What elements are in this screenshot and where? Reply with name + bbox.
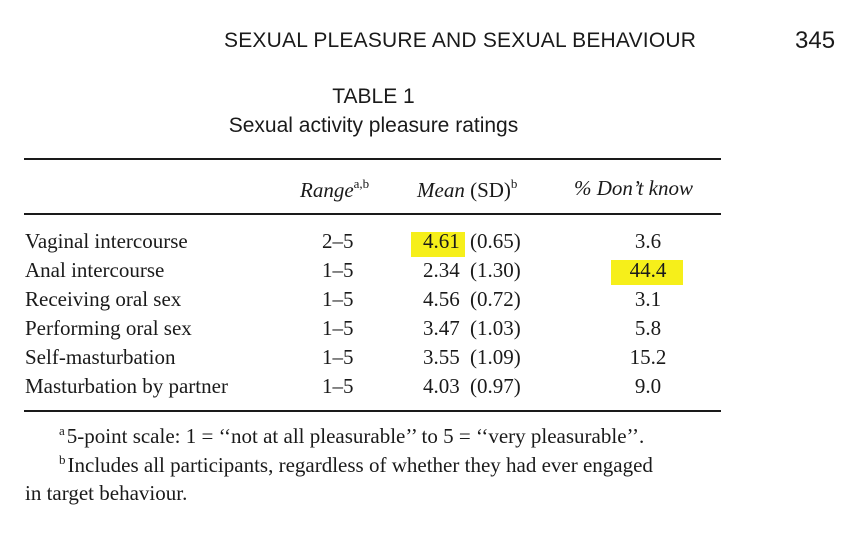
range-cell: 2–5	[322, 229, 354, 253]
dont-know-cell: 5.8	[634, 316, 662, 340]
highlight-dont-know-anal	[611, 260, 683, 285]
dont-know-cell: 44.4	[629, 258, 667, 282]
dont-know-cell: 9.0	[634, 374, 662, 398]
mean-cell: 4.03	[423, 374, 460, 398]
dont-know-cell: 3.6	[634, 229, 662, 253]
table-row: Receiving oral sex 1–5 4.56 (0.72) 3.1	[0, 287, 859, 316]
column-header-sd-label: (SD)	[464, 178, 511, 202]
activity-cell: Receiving oral sex	[25, 287, 182, 311]
range-cell: 1–5	[322, 287, 354, 311]
table-row: Performing oral sex 1–5 3.47 (1.03) 5.8	[0, 316, 859, 345]
mean-cell: 4.61	[423, 229, 460, 253]
column-header-range-footnote-marker: a,b	[353, 176, 370, 191]
range-cell: 1–5	[322, 374, 354, 398]
table-header-rule	[24, 213, 721, 215]
activity-cell: Vaginal intercourse	[25, 229, 188, 253]
footnote-a: a5-point scale: 1 = ‘‘not at all pleasur…	[59, 423, 644, 449]
footnote-b-continuation: in target behaviour.	[25, 481, 188, 505]
table-row: Self-masturbation 1–5 3.55 (1.09) 15.2	[0, 345, 859, 374]
dont-know-cell: 3.1	[634, 287, 662, 311]
activity-cell: Performing oral sex	[25, 316, 192, 340]
activity-cell: Self-masturbation	[25, 345, 176, 369]
sd-cell: (1.09)	[470, 345, 521, 369]
range-cell: 1–5	[322, 316, 354, 340]
page-number: 345	[795, 27, 836, 54]
footnote-b-text: Includes all participants, regardless of…	[67, 453, 653, 477]
table-caption: Sexual activity pleasure ratings	[228, 114, 519, 137]
column-header-dont-know: % Don’t know	[574, 176, 693, 200]
highlight-mean-vaginal	[411, 232, 465, 257]
mean-cell: 2.34	[423, 258, 460, 282]
range-cell: 1–5	[322, 258, 354, 282]
table-bottom-rule	[24, 410, 721, 412]
sd-cell: (0.65)	[470, 229, 521, 253]
sd-cell: (0.72)	[470, 287, 521, 311]
table-label: TABLE 1	[332, 85, 415, 108]
footnote-a-text: 5-point scale: 1 = ‘‘not at all pleasura…	[66, 424, 645, 448]
table-row: Vaginal intercourse 2–5 4.61 (0.65) 3.6	[0, 229, 859, 258]
table-row: Anal intercourse 1–5 2.34 (1.30) 44.4	[0, 258, 859, 287]
range-cell: 1–5	[322, 345, 354, 369]
column-header-range-label: Range	[300, 178, 354, 202]
table-top-rule	[24, 158, 721, 160]
footnote-b-marker: b	[59, 452, 66, 467]
mean-cell: 3.47	[423, 316, 460, 340]
table-row: Masturbation by partner 1–5 4.03 (0.97) …	[0, 374, 859, 403]
activity-cell: Masturbation by partner	[25, 374, 228, 398]
dont-know-cell: 15.2	[629, 345, 667, 369]
mean-cell: 3.55	[423, 345, 460, 369]
footnote-b: bIncludes all participants, regardless o…	[59, 452, 653, 478]
sd-cell: (0.97)	[470, 374, 521, 398]
column-header-mean: Mean (SD)b	[417, 176, 517, 203]
running-head: SEXUAL PLEASURE AND SEXUAL BEHAVIOUR	[224, 29, 697, 52]
footnote-a-marker: a	[59, 423, 65, 438]
sd-cell: (1.03)	[470, 316, 521, 340]
activity-cell: Anal intercourse	[25, 258, 165, 282]
column-header-mean-label: Mean	[417, 178, 465, 202]
mean-cell: 4.56	[423, 287, 460, 311]
sd-cell: (1.30)	[470, 258, 521, 282]
column-header-mean-footnote-marker: b	[510, 176, 518, 191]
column-header-range: Rangea,b	[300, 176, 369, 203]
